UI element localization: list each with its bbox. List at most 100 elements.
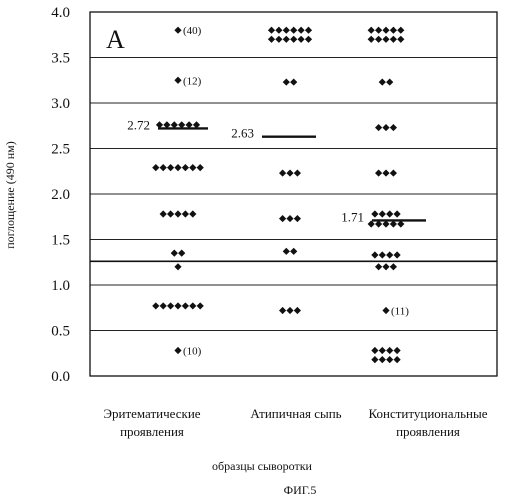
data-point bbox=[389, 220, 397, 228]
data-point bbox=[290, 35, 298, 43]
data-point bbox=[192, 121, 201, 129]
data-point bbox=[275, 35, 283, 43]
data-point bbox=[367, 35, 375, 43]
data-point bbox=[367, 220, 375, 228]
data-point bbox=[152, 164, 160, 172]
data-point bbox=[159, 210, 167, 218]
data-point bbox=[155, 121, 164, 129]
data-point bbox=[174, 210, 182, 218]
data-point bbox=[293, 214, 301, 223]
data-point bbox=[167, 302, 175, 310]
data-point bbox=[382, 35, 390, 43]
data-point bbox=[174, 346, 182, 355]
category-label: проявления bbox=[396, 424, 460, 439]
point-annotation: (11) bbox=[391, 305, 409, 317]
data-point bbox=[286, 306, 294, 315]
data-point bbox=[189, 302, 197, 310]
data-point bbox=[378, 251, 386, 259]
data-point bbox=[290, 26, 298, 34]
data-point bbox=[181, 302, 189, 310]
y-tick-label: 4.0 bbox=[51, 5, 70, 21]
panel-letter: A bbox=[106, 25, 125, 54]
data-points bbox=[152, 26, 405, 364]
point-annotation: (10) bbox=[183, 346, 202, 358]
data-point bbox=[170, 249, 178, 257]
x-axis-title: образцы сыворотки bbox=[212, 459, 313, 473]
plot-frame bbox=[89, 11, 498, 377]
data-point bbox=[178, 249, 186, 257]
data-point bbox=[382, 306, 390, 315]
data-point bbox=[389, 263, 397, 271]
category-label: проявления bbox=[120, 424, 184, 439]
data-point bbox=[386, 210, 394, 218]
data-point bbox=[159, 302, 167, 310]
data-point bbox=[397, 220, 405, 228]
data-point bbox=[189, 210, 197, 218]
data-point bbox=[181, 210, 189, 218]
data-point bbox=[282, 247, 290, 255]
data-point bbox=[375, 220, 383, 228]
data-point bbox=[196, 302, 204, 310]
data-point bbox=[189, 164, 197, 172]
data-point bbox=[167, 164, 175, 172]
data-point bbox=[382, 26, 390, 34]
y-tick-labels: 0.0 0.5 1.0 1.5 2.0 2.5 3.0 3.5 4.0 bbox=[51, 5, 70, 385]
y-tick-label: 1.0 bbox=[51, 278, 70, 294]
data-point bbox=[286, 169, 294, 177]
data-point bbox=[389, 169, 397, 177]
data-point bbox=[382, 220, 390, 228]
point-annotations: (40) (12) (10) (11) bbox=[183, 25, 409, 357]
y-tick-label: 3.0 bbox=[51, 96, 70, 112]
data-point bbox=[185, 121, 193, 129]
data-point bbox=[389, 123, 397, 132]
data-point bbox=[397, 26, 405, 34]
point-annotation: (12) bbox=[183, 75, 202, 87]
data-point bbox=[174, 302, 182, 310]
data-point bbox=[279, 214, 287, 223]
data-point bbox=[386, 78, 394, 86]
data-point bbox=[378, 346, 386, 355]
data-point bbox=[282, 78, 290, 86]
data-point bbox=[378, 210, 386, 218]
mean-label: 1.71 bbox=[341, 209, 364, 224]
data-point bbox=[393, 346, 401, 355]
data-point bbox=[382, 263, 390, 271]
data-point bbox=[375, 123, 383, 132]
data-point bbox=[170, 121, 178, 129]
category-label: Конституциональные bbox=[368, 406, 487, 421]
data-point bbox=[375, 263, 383, 271]
grid bbox=[90, 57, 497, 331]
data-point bbox=[282, 35, 290, 43]
data-point bbox=[275, 26, 283, 34]
data-point bbox=[393, 251, 401, 259]
data-point bbox=[371, 210, 379, 218]
data-point bbox=[279, 306, 287, 315]
data-point bbox=[159, 164, 167, 172]
data-point bbox=[386, 356, 394, 364]
data-point bbox=[371, 346, 379, 355]
data-point bbox=[367, 26, 375, 34]
data-point bbox=[378, 78, 386, 86]
data-point bbox=[382, 123, 390, 132]
data-point bbox=[371, 251, 379, 259]
data-point bbox=[163, 121, 171, 129]
data-point bbox=[386, 251, 394, 259]
data-point bbox=[297, 26, 305, 34]
data-point bbox=[297, 35, 305, 43]
data-point bbox=[382, 169, 390, 177]
data-point bbox=[152, 302, 160, 310]
y-axis-title: поглощение (490 нм) bbox=[3, 141, 17, 248]
data-point bbox=[304, 35, 313, 43]
data-point bbox=[174, 164, 182, 172]
y-tick-label: 2.0 bbox=[51, 187, 70, 203]
data-point bbox=[304, 26, 313, 34]
y-tick-label: 0.5 bbox=[51, 324, 70, 340]
data-point bbox=[293, 169, 301, 177]
mean-label: 2.72 bbox=[127, 117, 150, 132]
figure-label: ФИГ.5 bbox=[284, 483, 317, 497]
data-point bbox=[293, 306, 301, 315]
data-point bbox=[378, 356, 386, 364]
data-point bbox=[196, 164, 204, 172]
data-point bbox=[174, 263, 182, 271]
